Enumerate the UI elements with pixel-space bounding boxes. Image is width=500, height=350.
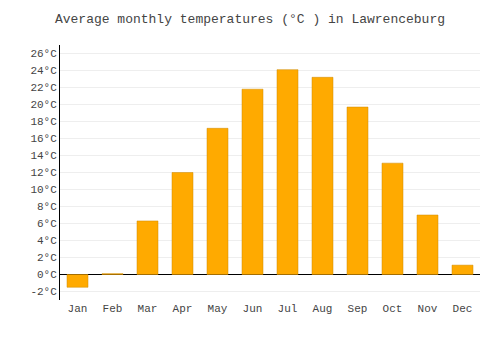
svg-text:22°C: 22°C xyxy=(30,82,57,94)
svg-text:Sep: Sep xyxy=(348,303,368,315)
svg-text:20°C: 20°C xyxy=(30,99,57,111)
svg-text:14°C: 14°C xyxy=(30,150,57,162)
svg-text:0°C: 0°C xyxy=(37,269,57,281)
svg-text:Jan: Jan xyxy=(68,303,88,315)
svg-text:Average monthly temperatures (: Average monthly temperatures (°C ) in La… xyxy=(55,12,445,27)
svg-text:May: May xyxy=(208,303,228,315)
svg-text:10°C: 10°C xyxy=(30,184,57,196)
svg-text:Oct: Oct xyxy=(383,303,403,315)
svg-text:Feb: Feb xyxy=(103,303,123,315)
svg-text:Apr: Apr xyxy=(173,303,193,315)
svg-text:Mar: Mar xyxy=(138,303,158,315)
svg-text:24°C: 24°C xyxy=(30,65,57,77)
svg-text:Jun: Jun xyxy=(243,303,263,315)
svg-text:18°C: 18°C xyxy=(30,116,57,128)
svg-text:Aug: Aug xyxy=(313,303,333,315)
svg-text:6°C: 6°C xyxy=(37,218,57,230)
svg-text:Nov: Nov xyxy=(418,303,438,315)
svg-text:Jul: Jul xyxy=(278,303,298,315)
svg-text:16°C: 16°C xyxy=(30,133,57,145)
svg-text:-2°C: -2°C xyxy=(30,286,57,298)
svg-text:4°C: 4°C xyxy=(37,235,57,247)
svg-text:8°C: 8°C xyxy=(37,201,57,213)
svg-text:Dec: Dec xyxy=(453,303,473,315)
svg-text:26°C: 26°C xyxy=(30,48,57,60)
svg-text:12°C: 12°C xyxy=(30,167,57,179)
svg-text:2°C: 2°C xyxy=(37,252,57,264)
